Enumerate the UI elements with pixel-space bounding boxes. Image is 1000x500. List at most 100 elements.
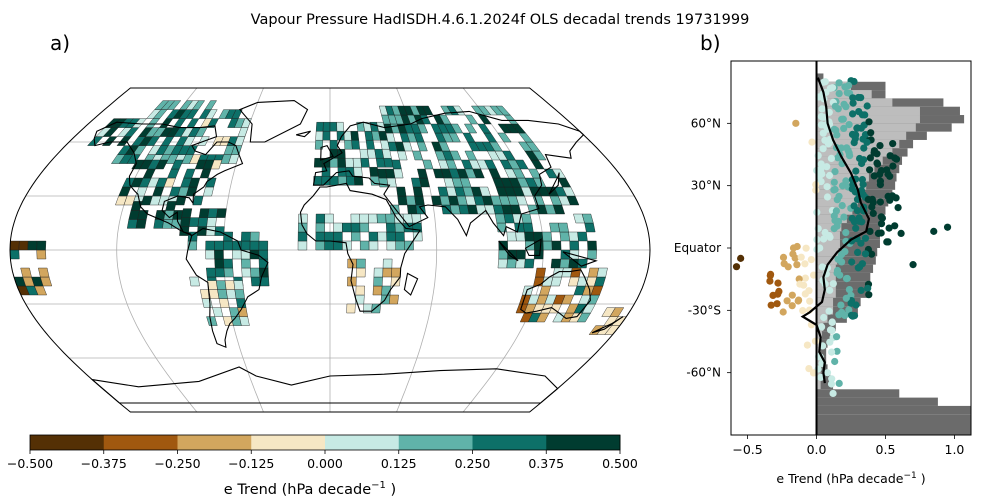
trend-point [779, 308, 787, 316]
trend-point [848, 258, 856, 266]
trend-point [827, 380, 836, 388]
grid-cell [577, 231, 588, 242]
full-fraction-bar [816, 380, 834, 390]
trend-point [865, 291, 873, 299]
grid-cell [402, 213, 413, 224]
grid-cell [297, 231, 308, 242]
grid-cell [218, 298, 230, 308]
trend-point [869, 209, 877, 217]
grid-cell [205, 240, 215, 251]
trend-point [833, 196, 841, 204]
grid-cell [368, 213, 378, 224]
full-fraction-bar [816, 322, 836, 332]
grid-cell [464, 114, 479, 125]
grid-cell [350, 213, 361, 224]
grid-cell [137, 210, 149, 220]
grid-cell [516, 249, 526, 260]
grid-cell [464, 123, 478, 134]
grid-cell [464, 150, 478, 161]
grid-cell [533, 249, 544, 260]
grid-cell [241, 258, 251, 269]
grid-cell [322, 131, 331, 141]
grid-cell [351, 231, 361, 242]
y-tick-label: Equator [674, 241, 721, 255]
grid-cell [462, 132, 476, 143]
grid-cell [191, 100, 206, 110]
trend-point [834, 154, 842, 162]
grid-cell [378, 177, 389, 188]
grid-cell [210, 159, 223, 170]
trend-point [845, 306, 853, 314]
grid-cell [356, 267, 366, 278]
trend-point [797, 253, 805, 261]
trend-point [855, 217, 863, 225]
grid-cell [395, 240, 405, 251]
trend-point [841, 311, 849, 319]
grid-cell [249, 240, 260, 251]
trend-point [876, 142, 884, 150]
trend-point [861, 111, 869, 119]
trend-point [805, 365, 813, 373]
trend-point [828, 318, 836, 326]
grid-cell [359, 149, 369, 159]
grid-cell [477, 123, 492, 134]
grid-cell [224, 280, 236, 290]
trend-point [821, 78, 829, 86]
colorbar-swatch [325, 435, 400, 450]
grid-cell [417, 168, 428, 179]
trend-point [834, 105, 842, 113]
trend-point [823, 369, 832, 377]
grid-cell [206, 316, 218, 326]
trend-point [849, 110, 857, 118]
trend-point [835, 311, 843, 319]
grid-cell [385, 213, 396, 224]
grid-cell [315, 240, 325, 251]
grid-cell [365, 140, 375, 150]
grid-cell [197, 217, 208, 227]
coastline [312, 110, 585, 237]
trend-point [831, 168, 839, 176]
grid-cell [192, 195, 204, 206]
grid-cell [360, 158, 370, 168]
figure-title: Vapour Pressure HadISDH.4.6.1.2024f OLS … [251, 12, 750, 28]
grid-cell [359, 222, 370, 233]
grid-cell [416, 141, 428, 152]
trend-point [889, 140, 897, 148]
grid-cell [345, 176, 356, 186]
trend-point [829, 280, 837, 288]
grid-cell [570, 267, 582, 278]
trend-point [845, 121, 853, 129]
colorbar-tick-label: 0.500 [602, 456, 638, 471]
grid-cell [315, 213, 325, 224]
grid-cell [422, 159, 434, 170]
grid-cell [386, 231, 396, 242]
grid-cell [382, 258, 393, 269]
colorbar-tick-label: −0.250 [154, 456, 200, 471]
land-fraction-bar [816, 173, 869, 182]
grid-cell [541, 231, 553, 242]
grid-cell [250, 267, 260, 278]
trend-point [773, 300, 781, 308]
map-grid-cells [10, 100, 627, 335]
y-tick-label: 30°N [691, 179, 721, 193]
trend-point [774, 279, 782, 287]
grid-cell [342, 222, 352, 233]
colorbar-tick-label: −0.375 [81, 456, 127, 471]
colorbar-tick-label: 0.000 [307, 456, 343, 471]
trend-point [827, 154, 836, 162]
grid-cell [152, 186, 165, 197]
grid-cell [391, 159, 402, 170]
full-fraction-bar [816, 331, 831, 340]
trend-point [841, 248, 849, 256]
trend-point [817, 178, 825, 186]
grid-cell [497, 132, 512, 143]
trend-point [857, 286, 865, 294]
full-fraction-bar [816, 389, 900, 398]
coastline [299, 182, 422, 312]
grid-cell [232, 249, 242, 260]
colorbar-swatch [546, 435, 621, 450]
trend-point [854, 248, 862, 256]
grid-cell [558, 222, 569, 233]
grid-cell [359, 213, 369, 224]
grid-cell [329, 140, 338, 150]
